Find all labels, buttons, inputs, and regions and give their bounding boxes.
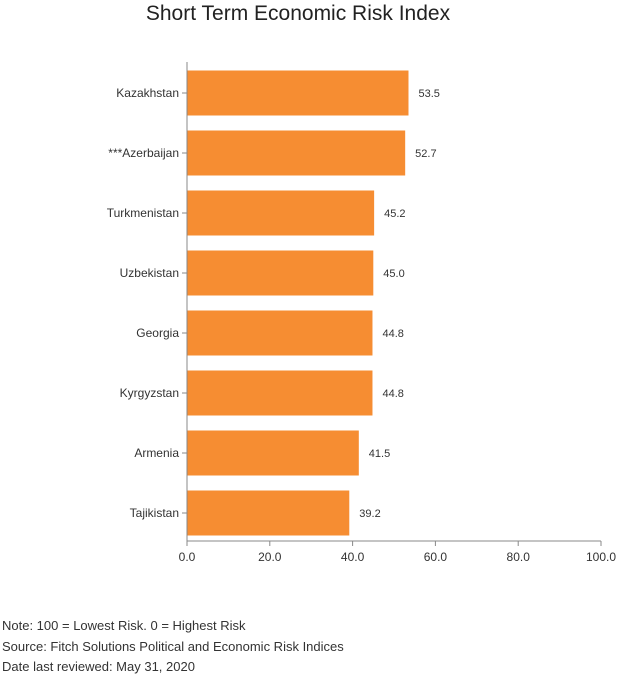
category-label: Uzbekistan bbox=[120, 266, 179, 280]
bar bbox=[187, 130, 406, 176]
date-reviewed-text: Date last reviewed: May 31, 2020 bbox=[2, 659, 195, 674]
bar bbox=[187, 310, 373, 356]
category-label: Armenia bbox=[134, 446, 179, 460]
category-label: Georgia bbox=[136, 326, 179, 340]
bar-value-label: 44.8 bbox=[382, 388, 403, 400]
category-label: Kyrgyzstan bbox=[120, 386, 179, 400]
bar bbox=[187, 70, 409, 116]
x-tick-label: 0.0 bbox=[179, 550, 196, 564]
bar-value-label: 41.5 bbox=[369, 448, 390, 460]
x-tick-label: 60.0 bbox=[424, 550, 448, 564]
bar bbox=[187, 250, 374, 296]
bar-chart: 53.5 Kazakhstan 52.7 ***Azerbaijan 45.2 Turkm… bbox=[107, 62, 616, 564]
x-tick-label: 40.0 bbox=[341, 550, 365, 564]
category-label: Tajikistan bbox=[130, 506, 179, 520]
bar-value-label: 39.2 bbox=[359, 508, 380, 520]
bar bbox=[187, 190, 375, 236]
chart-title: Short Term Economic Risk Index bbox=[145, 2, 451, 25]
bar bbox=[187, 430, 359, 476]
x-tick-label: 100.0 bbox=[586, 550, 616, 564]
x-tick-label: 80.0 bbox=[507, 550, 531, 564]
bar-value-label: 44.8 bbox=[382, 328, 403, 340]
bar-value-label: 45.2 bbox=[384, 208, 405, 220]
chart-notes: Note: 100 = Lowest Risk. 0 = Highest Ris… bbox=[2, 616, 344, 678]
category-label: Turkmenistan bbox=[107, 206, 179, 220]
bar-value-label: 53.5 bbox=[418, 88, 439, 100]
bar-value-label: 52.7 bbox=[415, 148, 436, 160]
category-label: ***Azerbaijan bbox=[108, 146, 179, 160]
source-text: Source: Fitch Solutions Political and Ec… bbox=[2, 638, 344, 654]
bar bbox=[187, 370, 373, 416]
bar-value-label: 45.0 bbox=[383, 268, 404, 280]
x-tick-label: 20.0 bbox=[258, 550, 282, 564]
category-label: Kazakhstan bbox=[116, 86, 179, 100]
bar bbox=[187, 490, 350, 536]
note-text: Note: 100 = Lowest Risk. 0 = Highest Ris… bbox=[2, 618, 246, 633]
